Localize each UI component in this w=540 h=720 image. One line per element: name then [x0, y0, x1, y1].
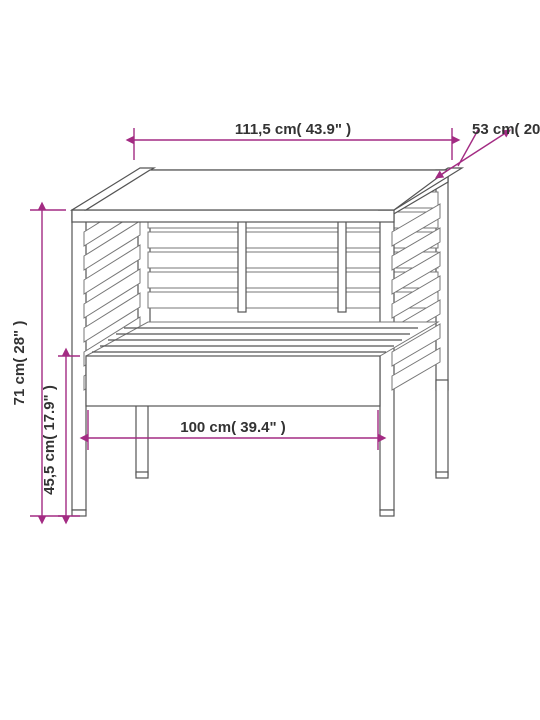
dim-inner-width: 100 cm( 39.4" )	[88, 410, 378, 450]
front-top-rail	[72, 210, 394, 222]
label-height: 71 cm( 28" )	[11, 321, 28, 406]
dim-top-width: 111,5 cm( 43.9" )	[134, 121, 452, 160]
dimension-diagram: 111,5 cm( 43.9" ) 53 cm( 20.9" ) 71 cm( …	[0, 0, 540, 720]
top-back-rail-surface	[86, 170, 448, 210]
label-inner-width: 100 cm( 39.4" )	[180, 419, 286, 436]
label-top-width: 111,5 cm( 43.9" )	[235, 121, 351, 138]
seat-slats	[86, 322, 438, 356]
label-seat-height: 45,5 cm( 17.9" )	[41, 385, 58, 495]
front-apron	[86, 356, 380, 406]
label-top-depth: 53 cm( 20.9" )	[472, 121, 540, 138]
bench-drawing	[72, 168, 462, 516]
